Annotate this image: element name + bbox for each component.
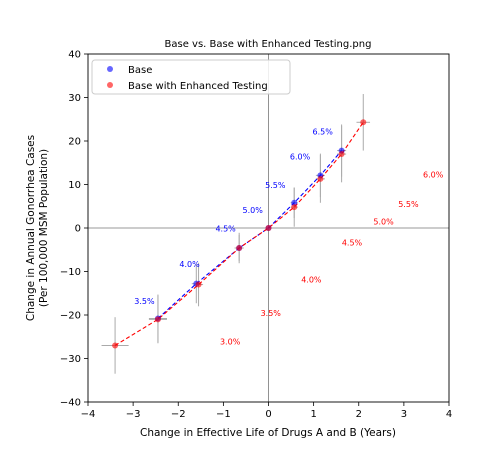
y-tick-label-0: −40 xyxy=(60,398,81,409)
data-point-enhanced-4 xyxy=(265,225,272,231)
x-tick-label-1: −3 xyxy=(126,409,141,420)
legend-frame xyxy=(91,59,291,95)
y-tick-label-8: 40 xyxy=(68,50,81,61)
data-point-enhanced-2 xyxy=(195,281,202,288)
y-axis-title-line2: (Per 100,000 MSM Population) xyxy=(38,149,50,307)
y-tick-label-4: 0 xyxy=(75,224,81,235)
point-label-base-4: 5.5% xyxy=(265,181,286,190)
x-tick-label-3: −1 xyxy=(216,409,231,420)
y-tick-label-5: 10 xyxy=(68,180,81,191)
y-tick-label-2: −20 xyxy=(60,311,81,322)
x-tick-label-2: −2 xyxy=(171,409,186,420)
point-label-base-1: 4.0% xyxy=(179,260,200,269)
x-tick-label-8: 4 xyxy=(446,409,452,420)
x-tick-label-4: 0 xyxy=(265,409,271,420)
point-label-base-6: 6.5% xyxy=(312,127,333,136)
point-label-enhanced-2: 4.0% xyxy=(301,275,322,284)
legend-label-enhanced: Base with Enhanced Testing xyxy=(128,81,268,92)
point-label-enhanced-3: 4.5% xyxy=(342,238,363,247)
y-axis-title-line1: Change in Annual Gonorrhea Cases xyxy=(25,135,37,321)
x-tick-label-7: 3 xyxy=(401,409,407,420)
data-point-base-4 xyxy=(291,199,298,206)
x-axis-title: Change in Effective Life of Drugs A and … xyxy=(140,427,396,439)
y-tick-label-3: −10 xyxy=(60,267,81,278)
point-label-enhanced-0: 3.0% xyxy=(220,338,241,347)
data-point-enhanced-5 xyxy=(291,204,298,211)
legend: Base Base with Enhanced Testing xyxy=(91,59,291,95)
x-tick-label-6: 2 xyxy=(356,409,362,420)
data-point-enhanced-7 xyxy=(338,151,345,158)
point-label-enhanced-5: 5.5% xyxy=(398,200,419,209)
x-tick-label-0: −4 xyxy=(81,409,96,420)
data-point-enhanced-8 xyxy=(360,119,367,126)
y-tick-label-7: 30 xyxy=(68,93,81,104)
point-label-enhanced-6: 6.0% xyxy=(423,171,444,180)
x-tick-label-5: 1 xyxy=(310,409,316,420)
data-point-enhanced-3 xyxy=(236,245,243,252)
point-label-enhanced-4: 5.0% xyxy=(373,218,394,227)
legend-marker-enhanced xyxy=(107,82,113,88)
plot-area: 3.5% 4.0% 4.5% 5.0% 5.5% 6.0% 6.5% 3.0% 3.5% 4.0%… xyxy=(88,54,449,402)
point-label-base-2: 4.5% xyxy=(215,224,236,233)
point-label-base-3: 5.0% xyxy=(243,206,264,215)
trend-line-enhanced xyxy=(114,121,364,346)
data-point-enhanced-1 xyxy=(154,316,161,323)
chart-title: Base vs. Base with Enhanced Testing.png xyxy=(165,39,372,50)
legend-label-base: Base xyxy=(128,65,152,76)
legend-marker-base xyxy=(107,66,113,72)
data-point-enhanced-0 xyxy=(112,342,119,349)
point-label-enhanced-1: 3.5% xyxy=(261,309,282,318)
point-label-base-5: 6.0% xyxy=(290,152,311,161)
point-label-base-0: 3.5% xyxy=(134,297,155,306)
y-tick-label-6: 20 xyxy=(68,137,81,148)
y-tick-label-1: −30 xyxy=(60,354,81,365)
data-point-enhanced-6 xyxy=(317,175,324,182)
